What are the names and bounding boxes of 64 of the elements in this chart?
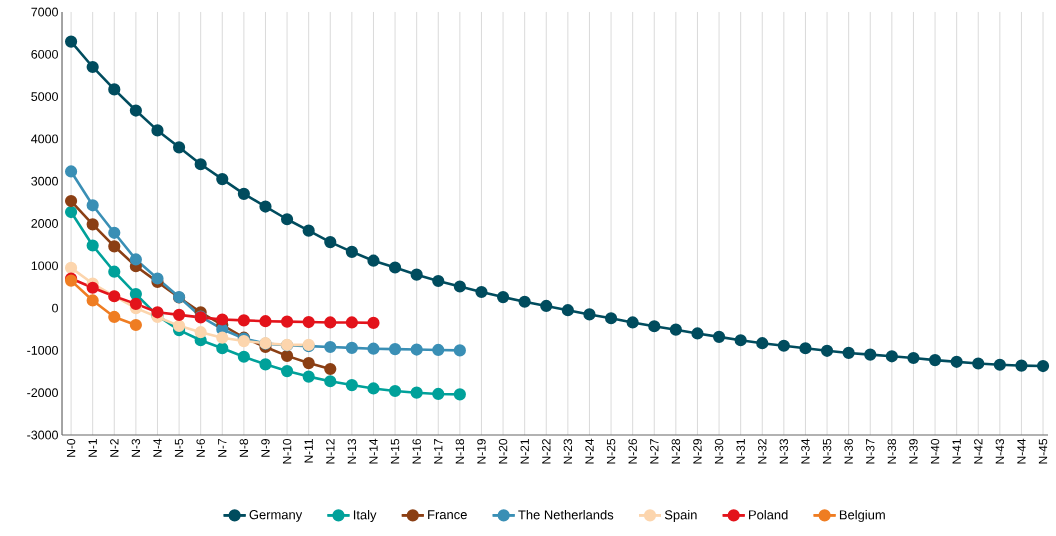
x-tick-label: N-15 (390, 439, 400, 464)
x-tick-label: N-0 (66, 438, 76, 457)
x-tick-label: N-18 (455, 439, 465, 464)
x-tick-label: N-29 (693, 439, 702, 464)
x-tick-label: N-17 (434, 439, 443, 464)
y-tick-label: -3000 (27, 430, 58, 440)
x-tick-label: N-24 (585, 438, 594, 464)
x-tick-label: N-6 (196, 439, 205, 457)
x-tick-label: N-19 (477, 439, 486, 464)
x-tick-label: N-20 (498, 438, 508, 464)
x-tick-label: N-25 (606, 439, 616, 464)
x-tick-label: N-43 (995, 439, 1005, 464)
legend-label: The Netherlands (518, 509, 614, 520)
y-tick-label: 7000 (31, 7, 58, 17)
x-tick-label: N-39 (909, 439, 918, 464)
x-tick-label: N-30 (714, 438, 724, 464)
x-tick-label: N-1 (88, 439, 97, 457)
x-tick-label: N-23 (563, 439, 573, 464)
x-tick-label: N-3 (131, 439, 141, 457)
x-tick-label: N-42 (974, 439, 983, 464)
x-tick-label: N-38 (887, 439, 897, 464)
legend-label: Spain (664, 509, 697, 522)
y-tick-label: 3000 (31, 176, 58, 186)
x-tick-label: N-14 (369, 438, 378, 464)
x-tick-label: N-5 (174, 439, 184, 457)
x-tick-label: N-13 (347, 439, 357, 464)
y-tick-label: 1000 (31, 261, 58, 271)
x-tick-label: N-35 (822, 439, 832, 464)
x-tick-label: N-33 (779, 439, 789, 464)
x-tick-label: N-9 (261, 439, 270, 457)
x-tick-label: N-22 (542, 439, 551, 464)
x-tick-label: N-12 (326, 439, 335, 464)
x-tick-label: N-34 (801, 438, 810, 464)
x-tick-label: N-36 (844, 439, 853, 464)
x-tick-label: N-7 (218, 439, 227, 457)
x-tick-label: N-41 (952, 439, 961, 464)
y-tick-label: 4000 (31, 134, 58, 144)
legend-label: Poland (749, 509, 788, 520)
legend-label: Belgium (839, 509, 885, 522)
y-tick-label: 6000 (31, 49, 58, 59)
x-tick-label: N-16 (412, 439, 421, 464)
x-tick-label: N-28 (671, 439, 681, 464)
x-tick-label: N-10 (282, 438, 292, 464)
x-tick-label: N-44 (1017, 438, 1026, 464)
x-tick-label: N-40 (930, 438, 940, 464)
x-tick-label: N-11 (304, 439, 313, 463)
x-tick-label: N-37 (866, 439, 875, 464)
legend-label: France (428, 510, 467, 520)
y-tick-label: 2000 (31, 219, 58, 228)
y-tick-label: 5000 (31, 92, 58, 101)
y-tick-label: 0 (52, 303, 58, 313)
x-tick-label: N-4 (153, 438, 162, 457)
x-tick-label: N-26 (628, 439, 637, 464)
x-tick-label: N-8 (239, 439, 249, 457)
x-tick-label: N-21 (520, 439, 529, 464)
x-tick-label: N-31 (736, 439, 745, 464)
x-tick-label: N-32 (758, 439, 767, 464)
legend-label: Germany (249, 510, 303, 522)
y-tick-label: -2000 (27, 388, 58, 398)
x-tick-label: N-2 (110, 439, 119, 457)
x-tick-label: N-45 (1038, 439, 1048, 464)
legend-label: Italy (353, 509, 377, 522)
x-tick-label: N-27 (650, 439, 659, 464)
y-tick-label: -1000 (27, 345, 58, 355)
